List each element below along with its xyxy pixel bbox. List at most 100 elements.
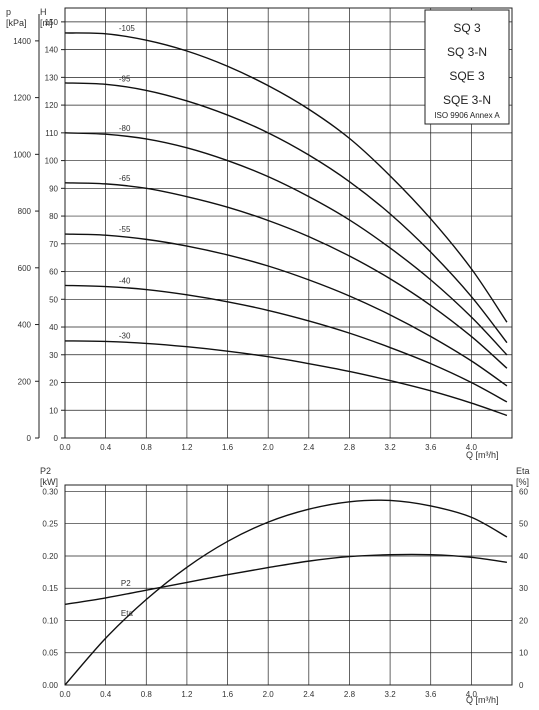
y2-tick-label: 1400 (13, 37, 31, 46)
eta-axis-title: Eta [%] (516, 466, 530, 487)
pressure-axis-title: p [kPa] (6, 7, 27, 28)
y2-tick-label: 20 (519, 616, 528, 625)
head-curve-stage-105 (64, 32, 508, 323)
legend-entry: SQ 3 (453, 21, 481, 35)
y2-tick-label: 0 (519, 681, 524, 690)
power-x-ticks: 0.0 0.4 0.8 1.2 1.6 2.0 2.4 2.8 3.2 3.6 4.0 (59, 690, 477, 699)
head-curve-labels: -105 -95 -80 -65 -55 -40 -30 (119, 24, 136, 341)
head-curve-stage-65 (64, 182, 508, 369)
y-tick-label: 0.30 (42, 487, 58, 496)
y-tick-label: 110 (45, 129, 58, 138)
y-tick-label: 20 (49, 379, 58, 388)
legend-standard-note: ISO 9906 Annex A (434, 111, 500, 120)
head-y-ticks: 0 10 20 30 40 50 60 70 80 90 100 110 120 130 140 150 (45, 18, 65, 443)
curve-label: -55 (119, 225, 131, 234)
axis-title-line: [kPa] (6, 18, 27, 28)
legend-entry: SQE 3 (449, 69, 485, 83)
x-tick-label: 1.2 (181, 690, 193, 699)
y-tick-label: 0.00 (42, 681, 58, 690)
y2-tick-label: 40 (519, 552, 528, 561)
x-tick-label: 2.8 (344, 443, 356, 452)
y2-tick-label: 50 (519, 520, 528, 529)
y2-tick-label: 400 (18, 321, 32, 330)
head-curve-stage-40 (64, 284, 508, 403)
p2-curve-label: P2 (121, 579, 131, 588)
y2-tick-label: 60 (519, 487, 528, 496)
power-curve-labels: P2 Eta (121, 579, 134, 618)
y-tick-label: 140 (45, 46, 59, 55)
x-tick-label: 0.8 (141, 443, 153, 452)
axis-title-line: [%] (516, 477, 529, 487)
axis-title-line: p (6, 7, 11, 17)
curve-label: -30 (119, 331, 131, 340)
y-tick-label: 10 (49, 406, 58, 415)
x-tick-label: 1.6 (222, 690, 234, 699)
y2-tick-label: 1000 (13, 150, 31, 159)
eta-curve-label: Eta (121, 609, 134, 618)
y-tick-label: 0 (54, 434, 59, 443)
eta-curve (64, 499, 508, 686)
x-tick-label: 0.4 (100, 443, 112, 452)
axis-title-line: [m] (40, 18, 53, 28)
x-tick-label: 2.8 (344, 690, 356, 699)
axis-title-line: H (40, 7, 47, 17)
x-tick-label: 3.2 (385, 690, 397, 699)
curve-label: -105 (119, 24, 136, 33)
legend-frame (424, 9, 510, 125)
x-tick-label: 3.2 (385, 443, 397, 452)
y-tick-label: 80 (49, 212, 58, 221)
legend-entry: SQE 3-N (443, 93, 491, 107)
y-tick-label: 30 (49, 351, 58, 360)
y2-tick-label: 0 (27, 434, 32, 443)
curve-label: -80 (119, 124, 131, 133)
y2-tick-label: 200 (18, 377, 32, 386)
axis-title-line: P2 (40, 466, 51, 476)
power-plot-frame (64, 484, 513, 686)
y-tick-label: 40 (49, 323, 58, 332)
x-tick-label: 2.0 (263, 443, 275, 452)
head-curve-stage-80 (64, 132, 508, 356)
p2-curve (64, 553, 508, 606)
legend-entry: SQ 3-N (447, 45, 487, 59)
y2-tick-label: 600 (18, 264, 32, 273)
eta-y-ticks: 0 10 20 30 40 50 60 (519, 487, 528, 690)
y-tick-label: 60 (49, 268, 58, 277)
power-axis-title: P2 [kW] (40, 466, 58, 487)
axis-title-line: Eta (516, 466, 530, 476)
head-x-ticks: 0.0 0.4 0.8 1.2 1.6 2.0 2.4 2.8 3.2 3.6 4.0 (59, 443, 477, 452)
y-tick-label: 50 (49, 295, 58, 304)
power-curves (64, 499, 508, 686)
power-efficiency-chart: P2 [kW] Eta [%] Q [m³/h] 0.0 0.4 0.8 1.2 1.6 2.… (40, 466, 530, 705)
x-tick-label: 2.4 (303, 443, 315, 452)
head-plot-frame (64, 7, 513, 439)
x-tick-label: 3.6 (425, 443, 437, 452)
x-tick-label: 0.8 (141, 690, 153, 699)
head-curve-stage-30 (64, 340, 508, 417)
curve-label: -65 (119, 174, 131, 183)
pressure-y-ticks: 0 200 400 600 800 1000 1200 1400 (13, 14, 40, 443)
axis-title-line: [kW] (40, 477, 58, 487)
power-y-ticks: 0.00 0.05 0.10 0.15 0.20 0.25 0.30 (42, 487, 58, 690)
y-tick-label: 0.15 (42, 584, 58, 593)
y-tick-label: 0.20 (42, 552, 58, 561)
x-tick-label: 0.4 (100, 690, 112, 699)
x-tick-label: 2.4 (303, 690, 315, 699)
x-tick-label: 0.0 (59, 443, 71, 452)
x-tick-label: 2.0 (263, 690, 275, 699)
head-curve-stage-95 (64, 82, 508, 344)
head-curve-stage-55 (64, 233, 508, 387)
y-tick-label: 90 (49, 184, 58, 193)
y2-tick-label: 10 (519, 649, 528, 658)
y-tick-label: 120 (45, 101, 59, 110)
y-tick-label: 0.05 (42, 649, 58, 658)
x-tick-label: 1.2 (181, 443, 193, 452)
x-tick-label: 3.6 (425, 690, 437, 699)
y2-tick-label: 30 (519, 584, 528, 593)
y-tick-label: 130 (45, 73, 59, 82)
y-tick-label: 0.25 (42, 520, 58, 529)
head-chart: p [kPa] H [m] Q [m³/h] 0.0 0.4 0.8 1.2 1.6 2.0 2… (6, 7, 513, 460)
y2-tick-label: 800 (18, 207, 32, 216)
y-tick-label: 70 (49, 240, 58, 249)
y-tick-label: 100 (45, 157, 59, 166)
